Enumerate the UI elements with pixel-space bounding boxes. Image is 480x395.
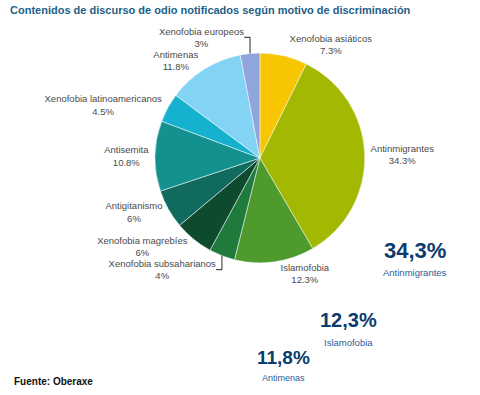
svg-text:Antinmigrantes: Antinmigrantes	[383, 267, 447, 278]
svg-text:Antisemita10.8%: Antisemita10.8%	[104, 144, 149, 167]
svg-text:Xenofobia magrebíes6%: Xenofobia magrebíes6%	[97, 235, 188, 258]
svg-text:Islamofobia12.3%: Islamofobia12.3%	[281, 262, 330, 285]
svg-text:34,3%: 34,3%	[384, 238, 446, 263]
svg-text:Antigitanismo6%: Antigitanismo6%	[105, 200, 162, 223]
svg-text:11,8%: 11,8%	[257, 347, 310, 368]
svg-text:Antimenas: Antimenas	[262, 373, 305, 383]
svg-text:Xenofobia asiáticos7.3%: Xenofobia asiáticos7.3%	[290, 33, 373, 56]
svg-text:Xenofobia subsaharianos4%: Xenofobia subsaharianos4%	[109, 258, 216, 281]
svg-text:Antinmigrantes34.3%: Antinmigrantes34.3%	[371, 143, 435, 166]
svg-text:12,3%: 12,3%	[320, 309, 377, 331]
svg-text:Fuente: Oberaxe: Fuente: Oberaxe	[14, 376, 93, 387]
svg-text:Islamofobia: Islamofobia	[324, 337, 373, 348]
svg-text:Xenofobia europeos3%: Xenofobia europeos3%	[159, 26, 244, 49]
svg-text:Xenofobia latinoamericanos4.5%: Xenofobia latinoamericanos4.5%	[45, 93, 162, 116]
svg-text:Contenidos de discurso de odio: Contenidos de discurso de odio notificad…	[10, 4, 411, 16]
svg-text:Antimenas11.8%: Antimenas11.8%	[153, 49, 198, 72]
